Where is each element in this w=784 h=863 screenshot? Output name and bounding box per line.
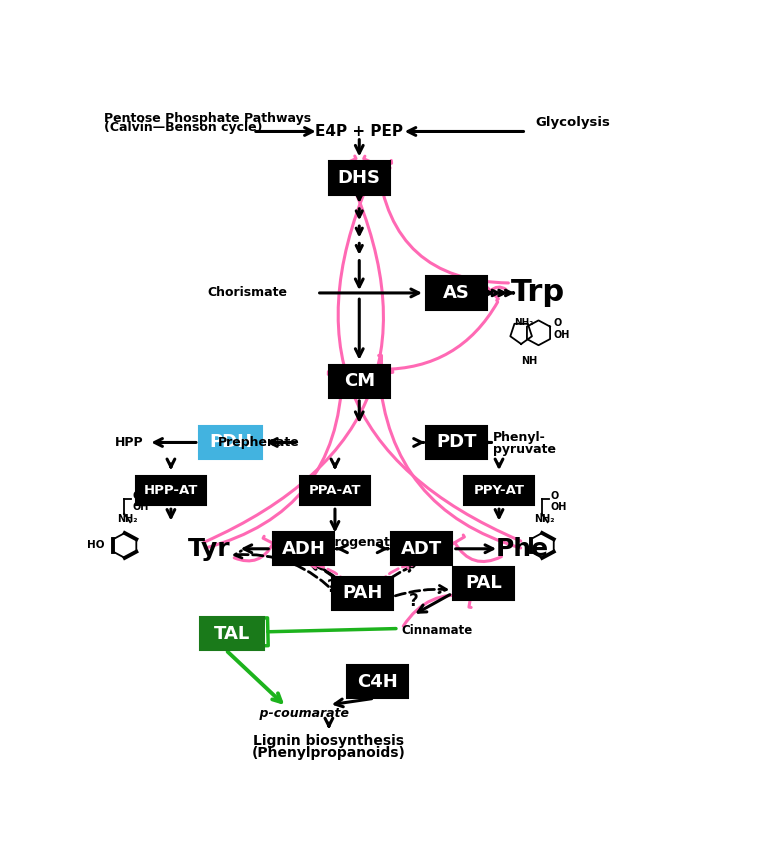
FancyBboxPatch shape bbox=[300, 476, 370, 505]
FancyBboxPatch shape bbox=[453, 567, 514, 600]
Text: HO: HO bbox=[87, 540, 105, 551]
Text: Tyr: Tyr bbox=[188, 537, 230, 561]
Text: p-coumarate: p-coumarate bbox=[257, 707, 350, 720]
FancyArrowPatch shape bbox=[265, 618, 396, 646]
FancyBboxPatch shape bbox=[273, 532, 334, 565]
Text: Prephenate: Prephenate bbox=[218, 436, 299, 449]
Text: NH₂: NH₂ bbox=[117, 513, 137, 524]
Text: HPP-AT: HPP-AT bbox=[143, 484, 198, 497]
Text: O: O bbox=[550, 491, 558, 501]
Text: Lignin biosynthesis: Lignin biosynthesis bbox=[253, 734, 405, 748]
FancyBboxPatch shape bbox=[329, 161, 390, 194]
FancyBboxPatch shape bbox=[198, 425, 263, 459]
Text: O: O bbox=[554, 318, 562, 328]
FancyBboxPatch shape bbox=[426, 425, 487, 459]
Text: Glycolysis: Glycolysis bbox=[535, 116, 611, 129]
FancyBboxPatch shape bbox=[329, 365, 390, 398]
Text: HPP: HPP bbox=[115, 436, 143, 449]
Text: (Phenylpropanoids): (Phenylpropanoids) bbox=[252, 746, 406, 760]
FancyArrowPatch shape bbox=[395, 585, 446, 595]
FancyArrowPatch shape bbox=[234, 551, 339, 596]
FancyArrowPatch shape bbox=[379, 302, 498, 383]
Text: PDT: PDT bbox=[436, 433, 477, 451]
Text: C4H: C4H bbox=[358, 672, 397, 690]
FancyArrowPatch shape bbox=[205, 372, 356, 548]
Text: E4P + PEP: E4P + PEP bbox=[315, 124, 403, 139]
FancyArrowPatch shape bbox=[309, 561, 348, 583]
Text: pyruvate: pyruvate bbox=[493, 443, 556, 456]
Text: PAL: PAL bbox=[466, 575, 503, 592]
Text: OH: OH bbox=[132, 502, 149, 512]
FancyArrowPatch shape bbox=[379, 564, 415, 587]
Text: PPA-AT: PPA-AT bbox=[309, 484, 361, 497]
FancyBboxPatch shape bbox=[426, 276, 487, 310]
Text: DHS: DHS bbox=[338, 169, 381, 187]
Text: ADT: ADT bbox=[401, 539, 442, 557]
Text: Phenyl-: Phenyl- bbox=[493, 432, 546, 444]
Text: NH: NH bbox=[521, 356, 538, 367]
FancyArrowPatch shape bbox=[403, 585, 475, 627]
FancyArrowPatch shape bbox=[310, 563, 345, 587]
FancyBboxPatch shape bbox=[391, 532, 452, 565]
Text: Trp: Trp bbox=[511, 279, 565, 307]
FancyArrowPatch shape bbox=[364, 161, 508, 283]
Text: ?: ? bbox=[409, 592, 419, 609]
Text: NH₂: NH₂ bbox=[514, 318, 533, 327]
Text: AS: AS bbox=[443, 284, 470, 302]
Text: CM: CM bbox=[343, 372, 375, 390]
Text: ADH: ADH bbox=[281, 539, 325, 557]
FancyArrowPatch shape bbox=[338, 156, 521, 541]
Text: O: O bbox=[132, 491, 141, 501]
Text: Arogenate: Arogenate bbox=[325, 536, 399, 549]
Text: NH₂: NH₂ bbox=[535, 513, 555, 524]
FancyBboxPatch shape bbox=[136, 476, 206, 505]
FancyArrowPatch shape bbox=[310, 563, 345, 587]
FancyBboxPatch shape bbox=[347, 665, 408, 698]
FancyArrowPatch shape bbox=[378, 562, 414, 583]
Text: ?: ? bbox=[327, 578, 337, 596]
Text: OH: OH bbox=[554, 330, 570, 340]
Text: PAH: PAH bbox=[342, 584, 383, 602]
Text: OH: OH bbox=[550, 502, 566, 512]
Text: PPY-AT: PPY-AT bbox=[474, 484, 524, 497]
FancyBboxPatch shape bbox=[464, 476, 534, 505]
Text: TAL: TAL bbox=[213, 625, 250, 643]
Text: Phe: Phe bbox=[496, 537, 549, 561]
FancyArrowPatch shape bbox=[444, 535, 502, 562]
Text: (Calvin—Benson cycle): (Calvin—Benson cycle) bbox=[104, 121, 263, 134]
FancyArrowPatch shape bbox=[234, 536, 284, 561]
FancyArrowPatch shape bbox=[365, 369, 521, 548]
Text: PDH: PDH bbox=[209, 433, 252, 451]
Text: Cinnamate: Cinnamate bbox=[401, 624, 473, 637]
FancyBboxPatch shape bbox=[332, 576, 393, 610]
Text: Chorismate: Chorismate bbox=[208, 287, 288, 299]
FancyBboxPatch shape bbox=[200, 617, 263, 651]
FancyArrowPatch shape bbox=[204, 156, 383, 542]
FancyArrowPatch shape bbox=[227, 652, 281, 702]
FancyArrowPatch shape bbox=[481, 283, 506, 300]
Text: Pentose Phosphate Pathways: Pentose Phosphate Pathways bbox=[104, 111, 311, 124]
